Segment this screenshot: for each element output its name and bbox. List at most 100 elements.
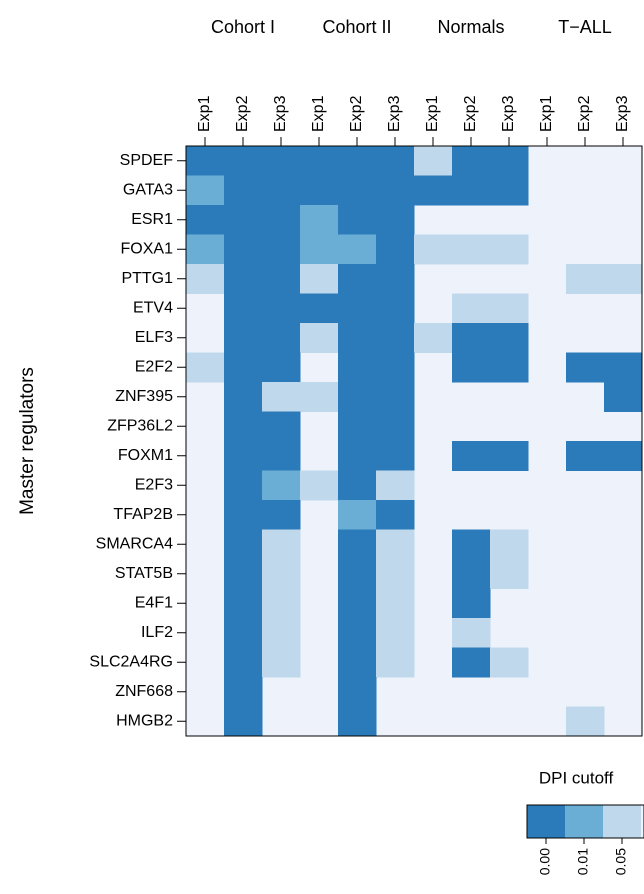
heatmap-cell [452,146,491,176]
heatmap-cell [376,470,415,501]
heatmap-cell [490,647,529,678]
heatmap-cell [490,323,529,353]
heatmap-cell [452,352,491,383]
y-tick-label: FOXM1 [118,447,173,464]
heatmap-cell [300,264,339,294]
heatmap-cell [338,588,377,619]
heatmap-cell [376,382,415,412]
heatmap-cell [262,529,301,560]
heatmap-cell [414,323,453,353]
heatmap-cell [338,706,377,737]
heatmap-cell [224,647,263,678]
heatmap-cell [338,559,377,589]
heatmap-cell [338,146,377,176]
heatmap-cell [376,264,415,294]
heatmap-cell [376,352,415,383]
heatmap-cell [262,618,301,648]
legend-border [526,804,644,839]
y-tick-label: E2F2 [135,358,173,375]
heatmap-cell [376,146,415,176]
heatmap-cell [376,529,415,560]
heatmap-cell [186,234,225,265]
heatmap-cell [300,205,339,235]
heatmap-cell [566,352,605,383]
heatmap-cell [338,500,377,530]
heatmap-cell [224,706,263,737]
heatmap-cell [224,352,263,383]
legend-label: 0.05 [613,848,629,875]
legend-swatch [527,805,565,838]
heatmap-cell [376,647,415,678]
y-tick-label: SMARCA4 [96,535,173,552]
y-axis-title: Master regulators [17,367,38,515]
y-tick-label: TFAP2B [113,506,173,523]
heatmap-cell [452,647,491,678]
heatmap-cell [376,175,415,206]
heatmap-cell [262,470,301,501]
heatmap-cell [262,293,301,324]
heatmap-cell [490,559,529,589]
heatmap-cell [224,382,263,412]
heatmap-cell [186,352,225,383]
heatmap-cell [300,323,339,353]
group-label: Normals [437,17,504,37]
legend-label: 0.01 [575,848,591,875]
y-tick-label: HMGB2 [116,712,173,729]
y-tick-label: PTTG1 [121,270,173,287]
heatmap-cell [604,382,643,412]
heatmap-cell [338,529,377,560]
heatmap-cell [452,441,491,471]
heatmap-cell [262,234,301,265]
heatmap-cell [224,205,263,235]
heatmap-cell [338,382,377,412]
heatmap-cell [452,588,491,619]
legend-label: 0.00 [537,848,553,875]
heatmap-cell [490,146,529,176]
y-tick-label: ZNF668 [115,683,173,700]
x-tick-label: Exp2 [234,95,251,132]
heatmap-cell [604,264,643,294]
heatmap-cell [300,382,339,412]
heatmap-cell [376,411,415,442]
group-label: T−ALL [558,17,612,37]
heatmap-cell [376,500,415,530]
heatmap-cell [566,264,605,294]
heatmap-cell [224,264,263,294]
heatmap-cell [186,264,225,294]
heatmap-cell [376,559,415,589]
group-label: Cohort II [322,17,391,37]
x-tick-label: Exp1 [424,95,441,132]
heatmap-cell [262,205,301,235]
heatmap-cell [224,559,263,589]
heatmap-cell [490,529,529,560]
heatmap-cell [490,293,529,324]
heatmap-cell [338,323,377,353]
heatmap-cell [262,382,301,412]
heatmap-cell [300,234,339,265]
heatmap-cell [376,588,415,619]
heatmap-cell [452,618,491,648]
heatmap-cell [262,323,301,353]
heatmap-cell [452,175,491,206]
y-tick-label: STAT5B [115,565,173,582]
heatmap-cell [338,264,377,294]
heatmap-cell [224,146,263,176]
heatmap-cell [224,441,263,471]
group-label: Cohort I [211,17,275,37]
legend-title: DPI cutoff [539,768,614,787]
y-tick-label: ILF2 [141,624,173,641]
heatmap-cell [224,618,263,648]
heatmap-cell [186,205,225,235]
heatmap-cell [338,352,377,383]
heatmap-cell [566,706,605,737]
heatmap-cell [376,205,415,235]
heatmap-cell [224,529,263,560]
heatmap-cell [490,175,529,206]
heatmap-cell [338,441,377,471]
y-tick-label: ETV4 [133,299,173,316]
x-tick-label: Exp1 [196,95,213,132]
heatmap-cell [414,234,453,265]
heatmap-cell [414,146,453,176]
heatmap-cell [262,647,301,678]
y-tick-label: ESR1 [131,211,173,228]
